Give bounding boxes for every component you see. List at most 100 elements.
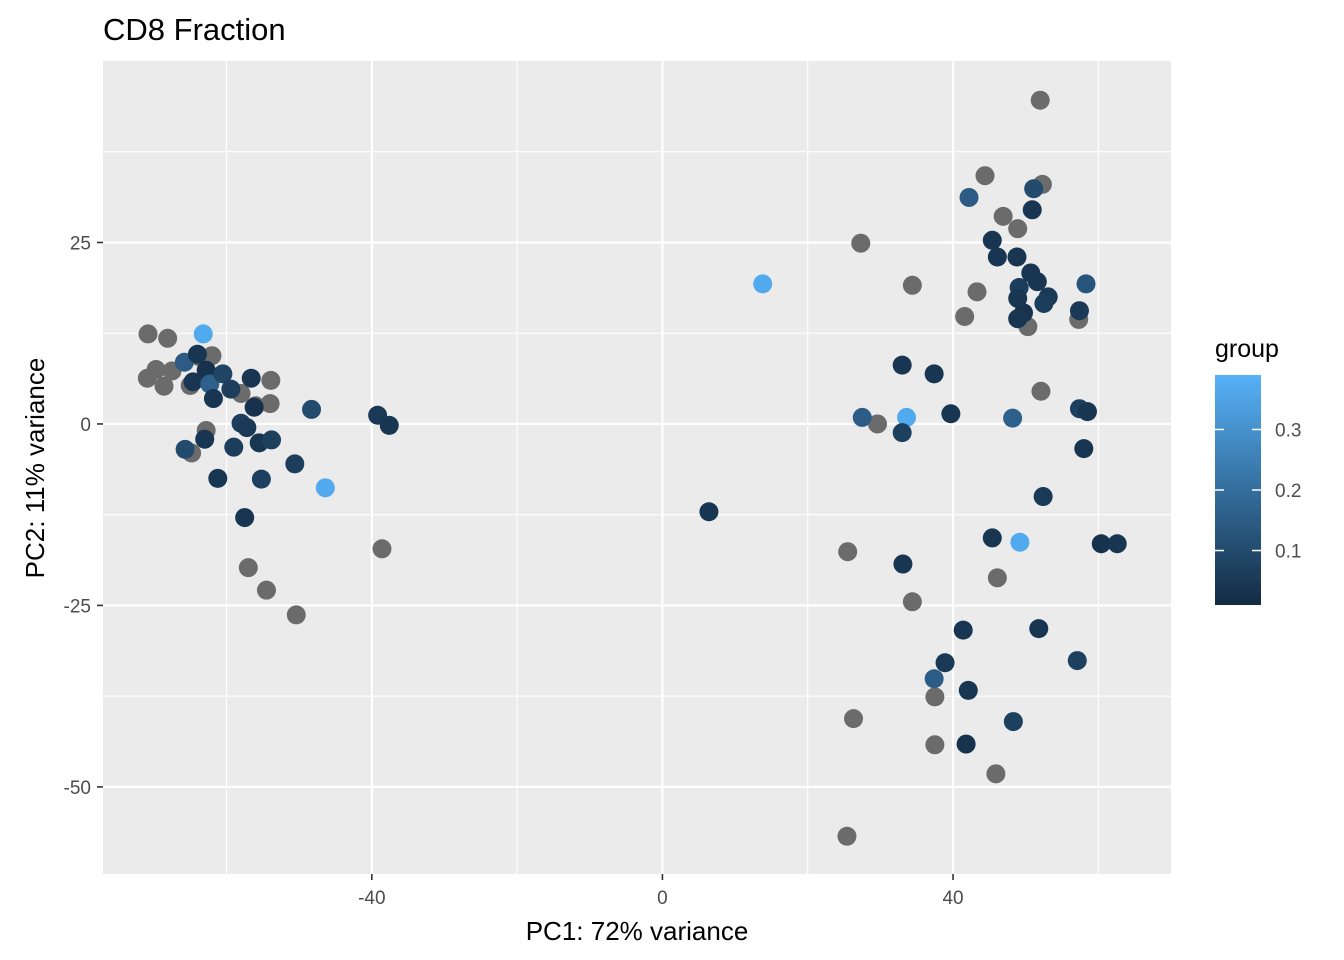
chart-title: CD8 Fraction [103,12,286,47]
data-point [1076,274,1096,294]
data-point [1107,534,1127,554]
data-point [137,368,157,388]
data-point [1008,309,1028,329]
data-point [953,620,973,640]
data-point [1022,200,1042,220]
x-axis: -40 0 40 [358,874,964,909]
plot-panel [103,61,1171,874]
data-points [137,90,1127,846]
data-point [925,735,945,755]
data-point [208,468,228,488]
legend-tick-label: 0.2 [1275,481,1301,502]
data-point [1074,439,1094,459]
x-axis-title: PC1: 72% variance [526,916,749,946]
data-point [1069,301,1089,321]
data-point [372,539,392,559]
data-point [251,469,271,489]
data-point [213,364,233,384]
data-point [203,389,223,409]
data-point [851,233,871,253]
data-point [844,709,864,729]
legend-tick-label: 0.1 [1275,542,1301,563]
data-point [1003,712,1023,732]
data-point [892,423,912,443]
y-tick-label: -25 [64,596,91,617]
x-tick-label: 0 [657,888,668,909]
data-point [286,605,306,625]
data-point [1030,90,1050,110]
legend-title: group [1215,335,1279,363]
data-point [986,764,1006,784]
data-point [1010,532,1030,552]
data-point [260,394,280,414]
data-point [154,376,174,396]
minor-gridlines [103,61,1171,874]
data-point [941,404,961,424]
data-point [975,166,995,186]
data-point [902,592,922,612]
y-tick-label: -50 [64,778,91,799]
color-legend: group 0.1 0.2 0.3 [1215,335,1301,605]
data-point [987,568,1007,588]
data-point [897,407,917,427]
data-point [235,508,255,528]
x-tick-label: -40 [358,888,385,909]
data-point [924,669,944,689]
data-point [193,324,213,344]
data-point [1008,219,1028,239]
data-point [893,554,913,574]
data-point [237,418,257,438]
y-axis: -50 -25 0 25 [64,233,103,799]
data-point [838,542,858,562]
data-point [1003,408,1023,428]
data-point [699,502,719,522]
data-point [285,454,305,474]
data-point [1024,179,1044,199]
data-point [221,379,241,399]
data-point [315,478,335,498]
data-point [987,247,1007,267]
data-point [837,826,857,846]
data-point [1008,288,1028,308]
data-point [892,355,912,375]
data-point [241,368,261,388]
data-point [262,430,282,450]
data-point [1033,487,1053,507]
legend-tick-label: 0.3 [1275,420,1301,441]
data-point [753,274,773,294]
data-point [955,307,975,327]
data-point [1091,534,1111,554]
data-point [959,187,979,207]
data-point [261,370,281,390]
data-point [982,230,1002,250]
data-point [967,282,987,302]
data-point [138,324,158,344]
data-point [902,275,922,295]
data-point [175,439,195,459]
data-point [256,580,276,600]
data-point [1007,247,1027,267]
data-point [993,206,1013,226]
data-point [924,364,944,384]
data-point [187,344,207,364]
data-point [1034,293,1054,313]
data-point [956,734,976,754]
data-point [379,415,399,435]
data-point [158,328,178,348]
data-point [1029,619,1049,639]
data-point [982,528,1002,548]
y-axis-title: PC2: 11% variance [20,358,50,579]
data-point [935,653,955,673]
data-point [302,399,322,419]
data-point [867,414,887,434]
data-point [224,437,244,457]
y-tick-label: 25 [70,233,91,254]
data-point [925,687,945,707]
data-point [958,680,978,700]
data-point [852,407,872,427]
data-point [202,346,222,366]
y-tick-label: 0 [80,415,91,436]
data-point [200,374,220,394]
data-point [183,372,203,392]
